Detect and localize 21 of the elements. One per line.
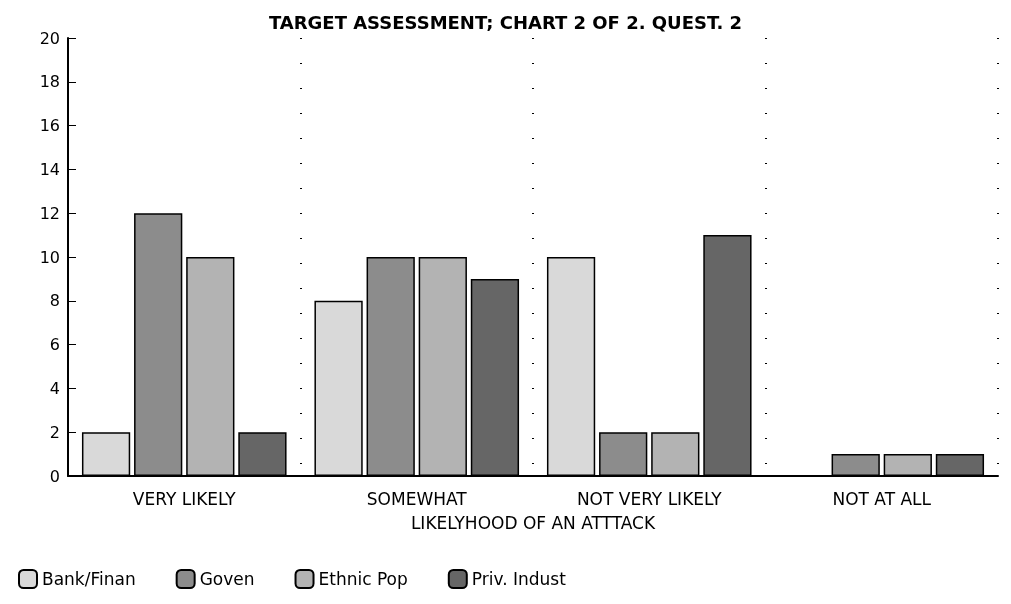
chart-title: TARGET ASSESSMENT; CHART 2 OF 2. QUEST. 2: [268, 11, 743, 33]
legend-label: Ethnic Pop: [318, 569, 408, 589]
y-tick-label: 6: [49, 335, 60, 355]
legend-label: Goven: [199, 569, 255, 589]
y-tick-label: 10: [39, 247, 60, 267]
legend-label: Bank/Finan: [42, 569, 136, 589]
x-tick-label: VERY LIKELY: [132, 488, 237, 509]
x-tick-label: NOT AT ALL: [832, 488, 932, 509]
legend-label: Priv. Indust: [471, 569, 567, 589]
x-tick-label: NOT VERY LIKELY: [576, 488, 723, 509]
y-tick-label: 12: [39, 203, 60, 223]
y-tick-label: 18: [39, 72, 60, 92]
y-tick-label: 14: [39, 159, 60, 179]
x-axis-title: LIKELYHOOD OF AN ATTTACK: [410, 512, 656, 533]
y-tick-label: 20: [39, 28, 60, 48]
y-tick-label: 16: [39, 116, 60, 136]
y-tick-label: 2: [49, 422, 60, 442]
y-tick-label: 0: [49, 466, 60, 486]
y-tick-label: 4: [49, 378, 60, 398]
x-tick-label: SOMEWHAT: [366, 488, 468, 509]
y-tick-label: 8: [49, 291, 60, 311]
